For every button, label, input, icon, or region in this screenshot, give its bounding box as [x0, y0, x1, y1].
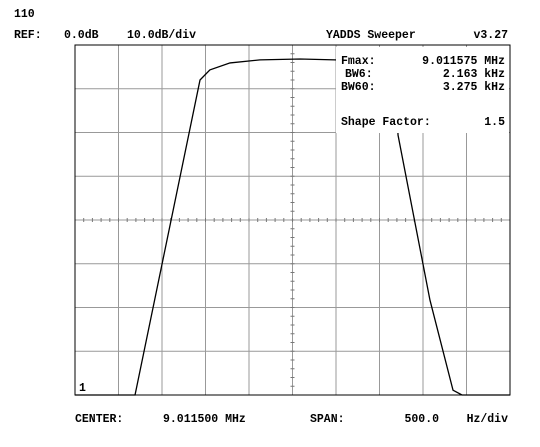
readout-bw6: 2.163 kHz [443, 68, 505, 81]
plot-frame [74, 44, 511, 396]
readout-bw6-label: BW6: [345, 68, 373, 81]
span-label: SPAN: [310, 413, 345, 426]
ref-level: 0.0dB [64, 29, 99, 42]
readout-shape-label: Shape Factor: [341, 116, 431, 129]
app-name: YADDS Sweeper [326, 29, 416, 42]
readout-bw60-label: BW60: [341, 81, 376, 94]
readout-shape: 1.5 [484, 116, 505, 129]
version: v3.27 [473, 29, 508, 42]
readout-fmax-label: Fmax: [341, 55, 376, 68]
readout-box [336, 47, 509, 133]
plot: Fmax: 9.011575 MHz BW6: 2.163 kHz BW60: 3.275… [74, 44, 511, 396]
center-label: CENTER: [75, 413, 123, 426]
scale: 10.0dB/div [127, 29, 196, 42]
span-unit: Hz/div [467, 413, 509, 426]
ref-label: REF: [14, 29, 42, 42]
readout-bw60: 3.275 kHz [443, 81, 505, 94]
span-value: 500.0 [404, 413, 439, 426]
trace [75, 58, 510, 396]
center-value: 9.011500 MHz [163, 413, 246, 426]
marker-label: 1 [79, 382, 86, 395]
id-label: 110 [14, 8, 35, 21]
readout-fmax: 9.011575 MHz [422, 55, 505, 68]
